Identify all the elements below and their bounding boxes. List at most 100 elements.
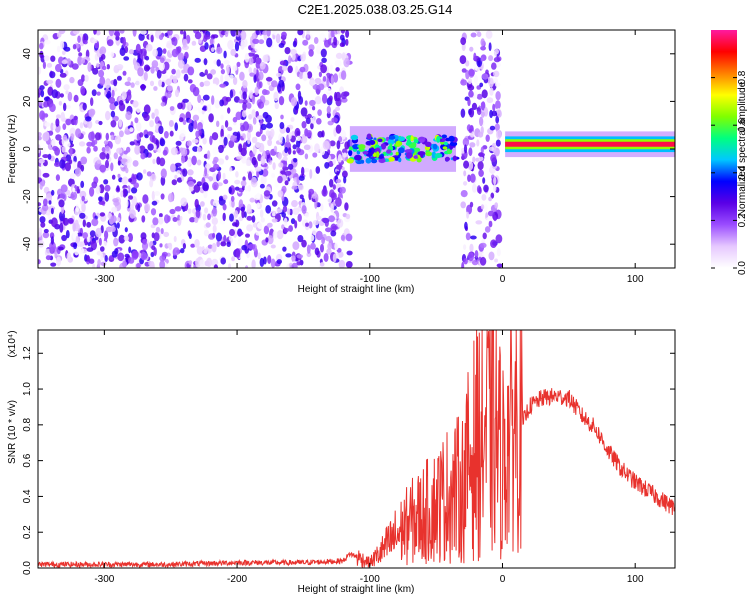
heatmap-cell [254, 86, 259, 96]
heatmap-cell [240, 40, 245, 50]
heatmap-cell [271, 218, 278, 223]
heatmap-cell [217, 144, 224, 154]
heatmap-cell [480, 102, 485, 107]
heatmap-cell [177, 214, 181, 221]
colorbar-tick-label: 0.6 [737, 118, 748, 132]
heatmap-cell [327, 242, 332, 250]
heatmap-cell [270, 244, 276, 249]
heatmap-cell [171, 179, 177, 186]
heatmap-cell [242, 102, 247, 111]
heatmap-cell [488, 220, 493, 228]
heatmap-cell [129, 141, 135, 146]
heatmap-cell [121, 177, 128, 185]
heatmap-cell [335, 106, 341, 111]
heatmap-cell [479, 82, 484, 88]
heatmap-cell [63, 84, 70, 91]
heatmap-cell [187, 181, 195, 187]
heatmap-cell [209, 135, 213, 146]
heatmap-cell [65, 104, 72, 109]
heatmap-cell [480, 126, 484, 135]
heatmap-cell [212, 232, 216, 239]
heatmap-cell [443, 141, 448, 146]
heatmap-cell [332, 253, 337, 263]
heatmap-cell [261, 168, 269, 177]
heatmap-cell [388, 135, 396, 140]
heatmap-cell [160, 168, 167, 179]
x-tick-label: -100 [360, 574, 380, 585]
y-tick-label: 40 [22, 48, 33, 60]
heatmap-cell [61, 146, 66, 153]
heatmap-cell [143, 71, 148, 81]
heatmap-cell [276, 230, 284, 240]
heatmap-cell [344, 202, 349, 211]
heatmap-cell [81, 195, 85, 202]
heatmap-cell [368, 149, 372, 153]
heatmap-cell [111, 174, 116, 180]
heatmap-cell [143, 113, 150, 122]
heatmap-cell [242, 79, 248, 89]
heatmap-cell [159, 34, 164, 41]
heatmap-cell [187, 169, 194, 176]
heatmap-cell [238, 216, 244, 222]
y-tick-label: 20 [22, 95, 33, 107]
heatmap-cell [387, 138, 395, 145]
heatmap-cell [144, 203, 151, 213]
heatmap-cell [469, 243, 474, 253]
heatmap-cell [160, 176, 166, 186]
heatmap-cell [192, 86, 200, 97]
heatmap-cell [310, 117, 314, 124]
heatmap-cell [298, 184, 304, 191]
heatmap-cell [150, 66, 155, 74]
heatmap-cell [153, 232, 160, 242]
heatmap-cell [62, 123, 67, 130]
heatmap-cell [308, 44, 315, 51]
snr-x-label: Height of straight line (km) [298, 584, 415, 595]
heatmap-cell [242, 91, 247, 100]
y-tick-label: 0.2 [22, 525, 33, 539]
heatmap-cell [77, 246, 84, 255]
heatmap-cell [207, 244, 213, 249]
heatmap-cell [131, 250, 139, 260]
heatmap-cell [175, 140, 182, 146]
heatmap-cell [67, 217, 74, 224]
heatmap-cell [343, 57, 350, 68]
heatmap-cell [73, 94, 79, 103]
heatmap-cell [237, 231, 244, 236]
heatmap-cell [77, 79, 84, 87]
heatmap-cell [251, 156, 257, 166]
heatmap-cell [230, 195, 235, 202]
heatmap-cell [40, 89, 45, 98]
heatmap-cell [425, 141, 432, 147]
heatmap-cell [40, 222, 46, 228]
heatmap-cell [131, 187, 138, 194]
heatmap-cell [59, 93, 64, 98]
heatmap-cell [195, 130, 200, 138]
heatmap-cell [290, 218, 296, 225]
heatmap-cell [497, 109, 502, 118]
colorbar-tick-label: 0.8 [737, 70, 748, 84]
heatmap-cell [235, 111, 242, 121]
heatmap-cell [79, 212, 86, 219]
heatmap-cell [449, 141, 458, 147]
heatmap-cell [101, 53, 106, 60]
heatmap-cell [89, 230, 96, 238]
heatmap-cell [467, 78, 473, 85]
heatmap-cell [314, 77, 322, 85]
heatmap-cell [188, 119, 193, 124]
heatmap-cell [483, 203, 488, 213]
heatmap-cell [188, 260, 193, 265]
snr-axes: -300 -200 -100 0 100 0.0 0.2 0.4 0.6 0.8 1.0 1.2 [22, 330, 675, 585]
heatmap-cell [324, 219, 329, 227]
heatmap-cell [319, 32, 326, 42]
heatmap-cell [75, 43, 80, 49]
heatmap-cell [128, 178, 133, 183]
heatmap-cell [212, 224, 217, 233]
heatmap-cell [159, 157, 166, 167]
heatmap-cell [181, 156, 186, 164]
heatmap-cell [103, 140, 109, 145]
heatmap-cell [193, 120, 198, 130]
heatmap-cell [158, 125, 164, 135]
heatmap-cell [177, 59, 185, 69]
heatmap-cell [104, 79, 111, 90]
heatmap-cell [105, 159, 109, 169]
